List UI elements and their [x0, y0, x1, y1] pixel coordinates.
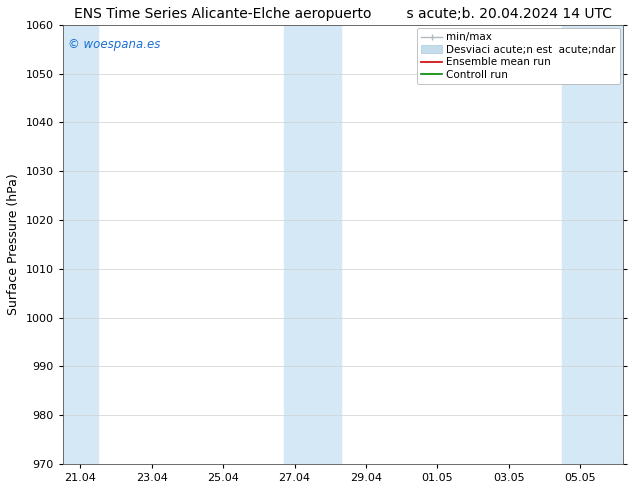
- Title: ENS Time Series Alicante-Elche aeropuerto        s acute;b. 20.04.2024 14 UTC: ENS Time Series Alicante-Elche aeropuert…: [74, 7, 612, 21]
- Text: © woespana.es: © woespana.es: [68, 38, 160, 51]
- Bar: [63, 25, 98, 464]
- Bar: [284, 25, 341, 464]
- Legend: min/max, Desviaci acute;n est  acute;ndar, Ensemble mean run, Controll run: min/max, Desviaci acute;n est acute;ndar…: [417, 28, 620, 84]
- Bar: [562, 25, 623, 464]
- Y-axis label: Surface Pressure (hPa): Surface Pressure (hPa): [7, 173, 20, 316]
